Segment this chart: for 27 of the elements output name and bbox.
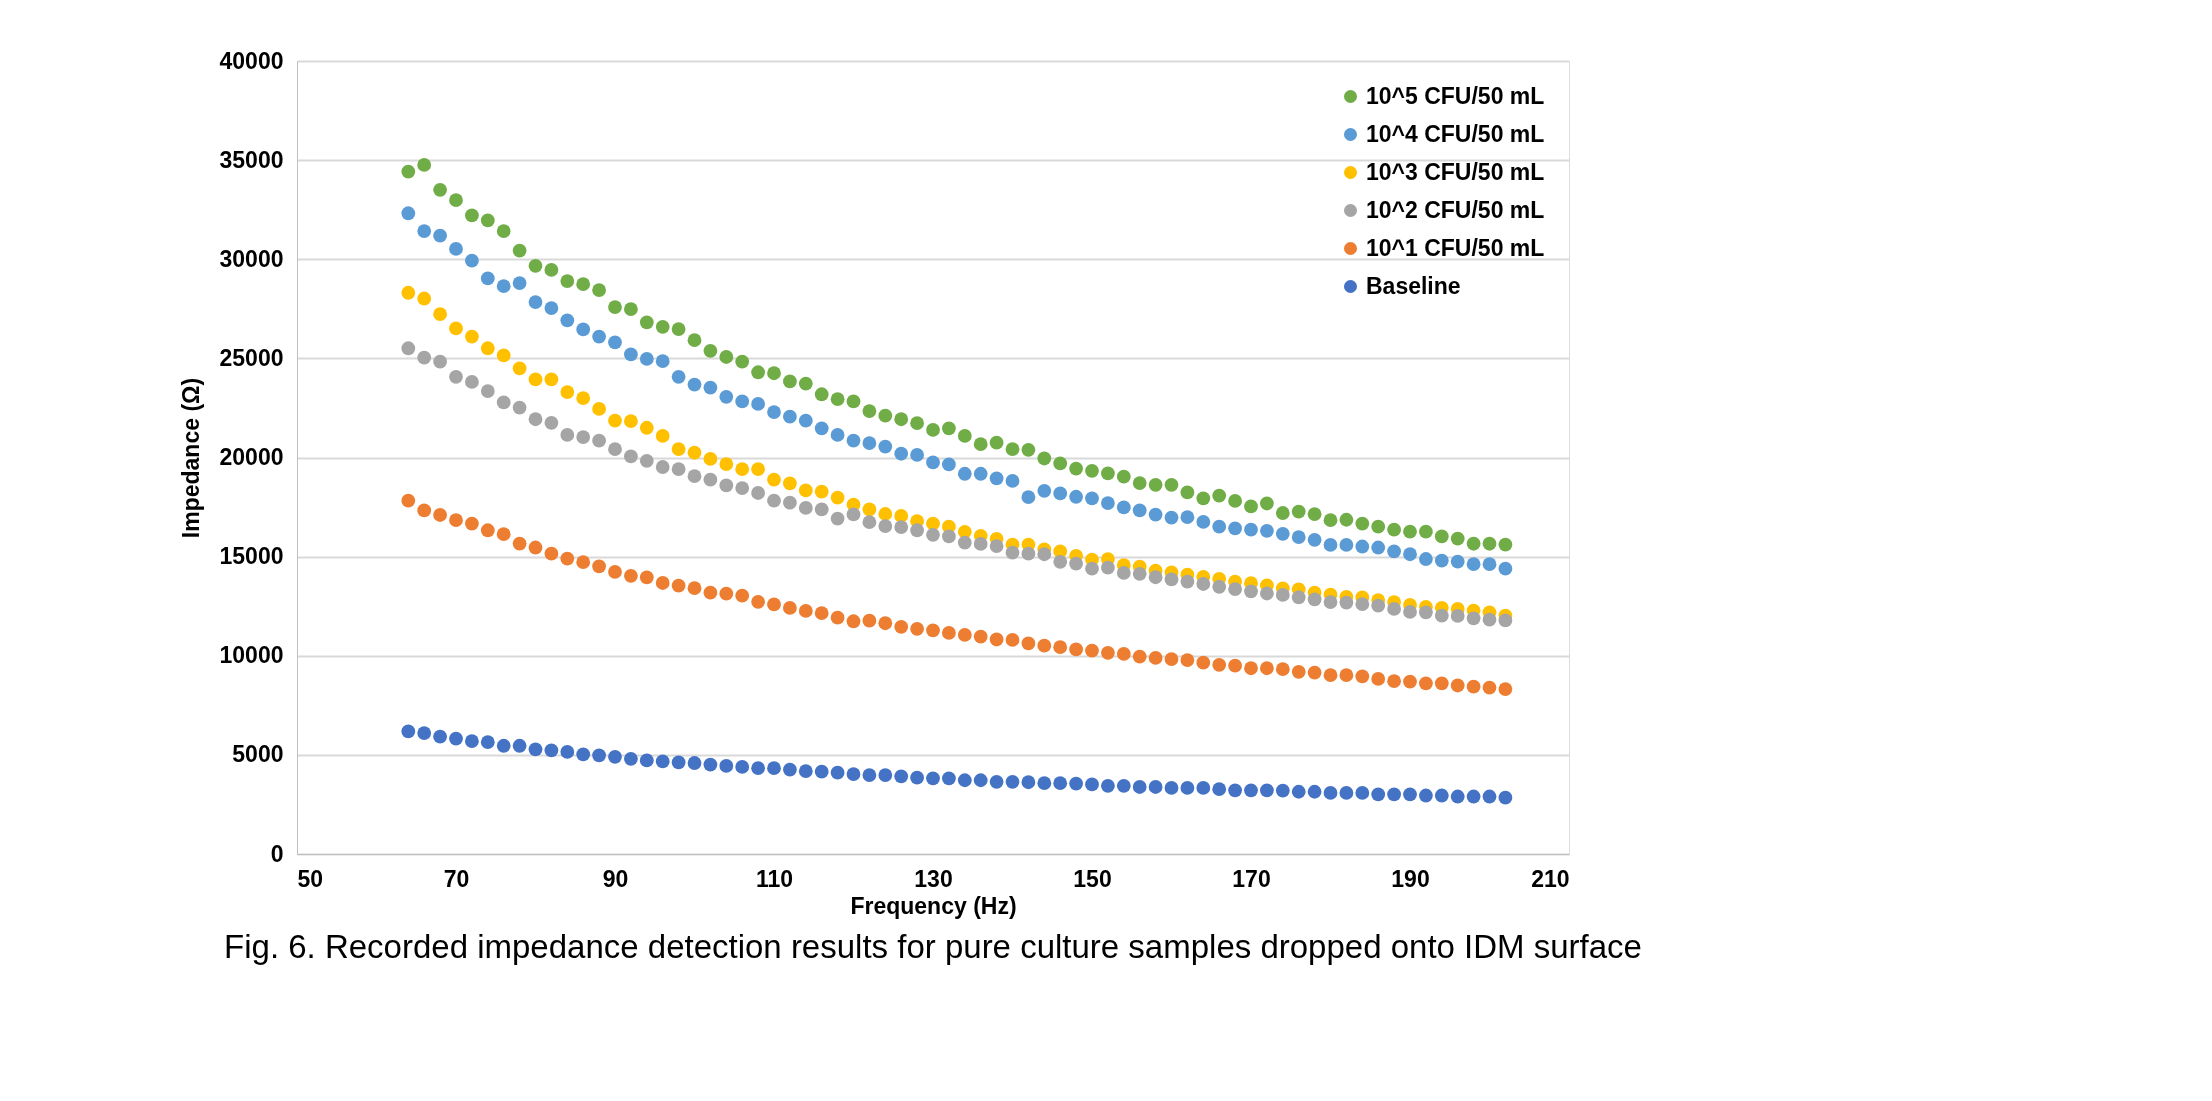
y-axis-title: Impedance (Ω) xyxy=(177,377,204,539)
legend-label: 10^1 CFU/50 mL xyxy=(1366,234,1545,261)
x-tick-label: 190 xyxy=(1391,865,1430,892)
y-tick-label: 0 xyxy=(270,840,284,867)
legend-label: 10^5 CFU/50 mL xyxy=(1366,82,1545,109)
y-tick-label: 30000 xyxy=(219,245,284,272)
y-tick-label: 35000 xyxy=(219,146,284,173)
y-tick-label: 15000 xyxy=(219,543,284,570)
x-tick-label: 210 xyxy=(1531,865,1570,892)
caption: Fig. 6. Recorded impedance detection results for pure culture samples dropped onto IDM surface xyxy=(224,928,1642,965)
x-tick-label: 90 xyxy=(602,865,629,892)
y-tick-label: 25000 xyxy=(219,344,284,371)
x-tick-label: 130 xyxy=(914,865,953,892)
legend-label: 10^2 CFU/50 mL xyxy=(1366,196,1545,223)
x-tick-label: 150 xyxy=(1073,865,1112,892)
x-tick-label: 110 xyxy=(755,865,794,892)
y-tick-label: 10000 xyxy=(219,642,284,669)
x-axis-title: Frequency (Hz) xyxy=(850,892,1017,919)
x-tick-label: 50 xyxy=(297,865,324,892)
y-tick-label: 5000 xyxy=(232,741,284,768)
legend-label: Baseline xyxy=(1366,272,1461,299)
y-tick-label: 20000 xyxy=(219,444,284,470)
y-tick-label: 40000 xyxy=(219,47,284,74)
legend-label: 10^4 CFU/50 mL xyxy=(1366,120,1545,147)
x-tick-label: 70 xyxy=(443,865,470,892)
legend-label: 10^3 CFU/50 mL xyxy=(1366,158,1545,185)
x-tick-label: 170 xyxy=(1232,865,1271,892)
